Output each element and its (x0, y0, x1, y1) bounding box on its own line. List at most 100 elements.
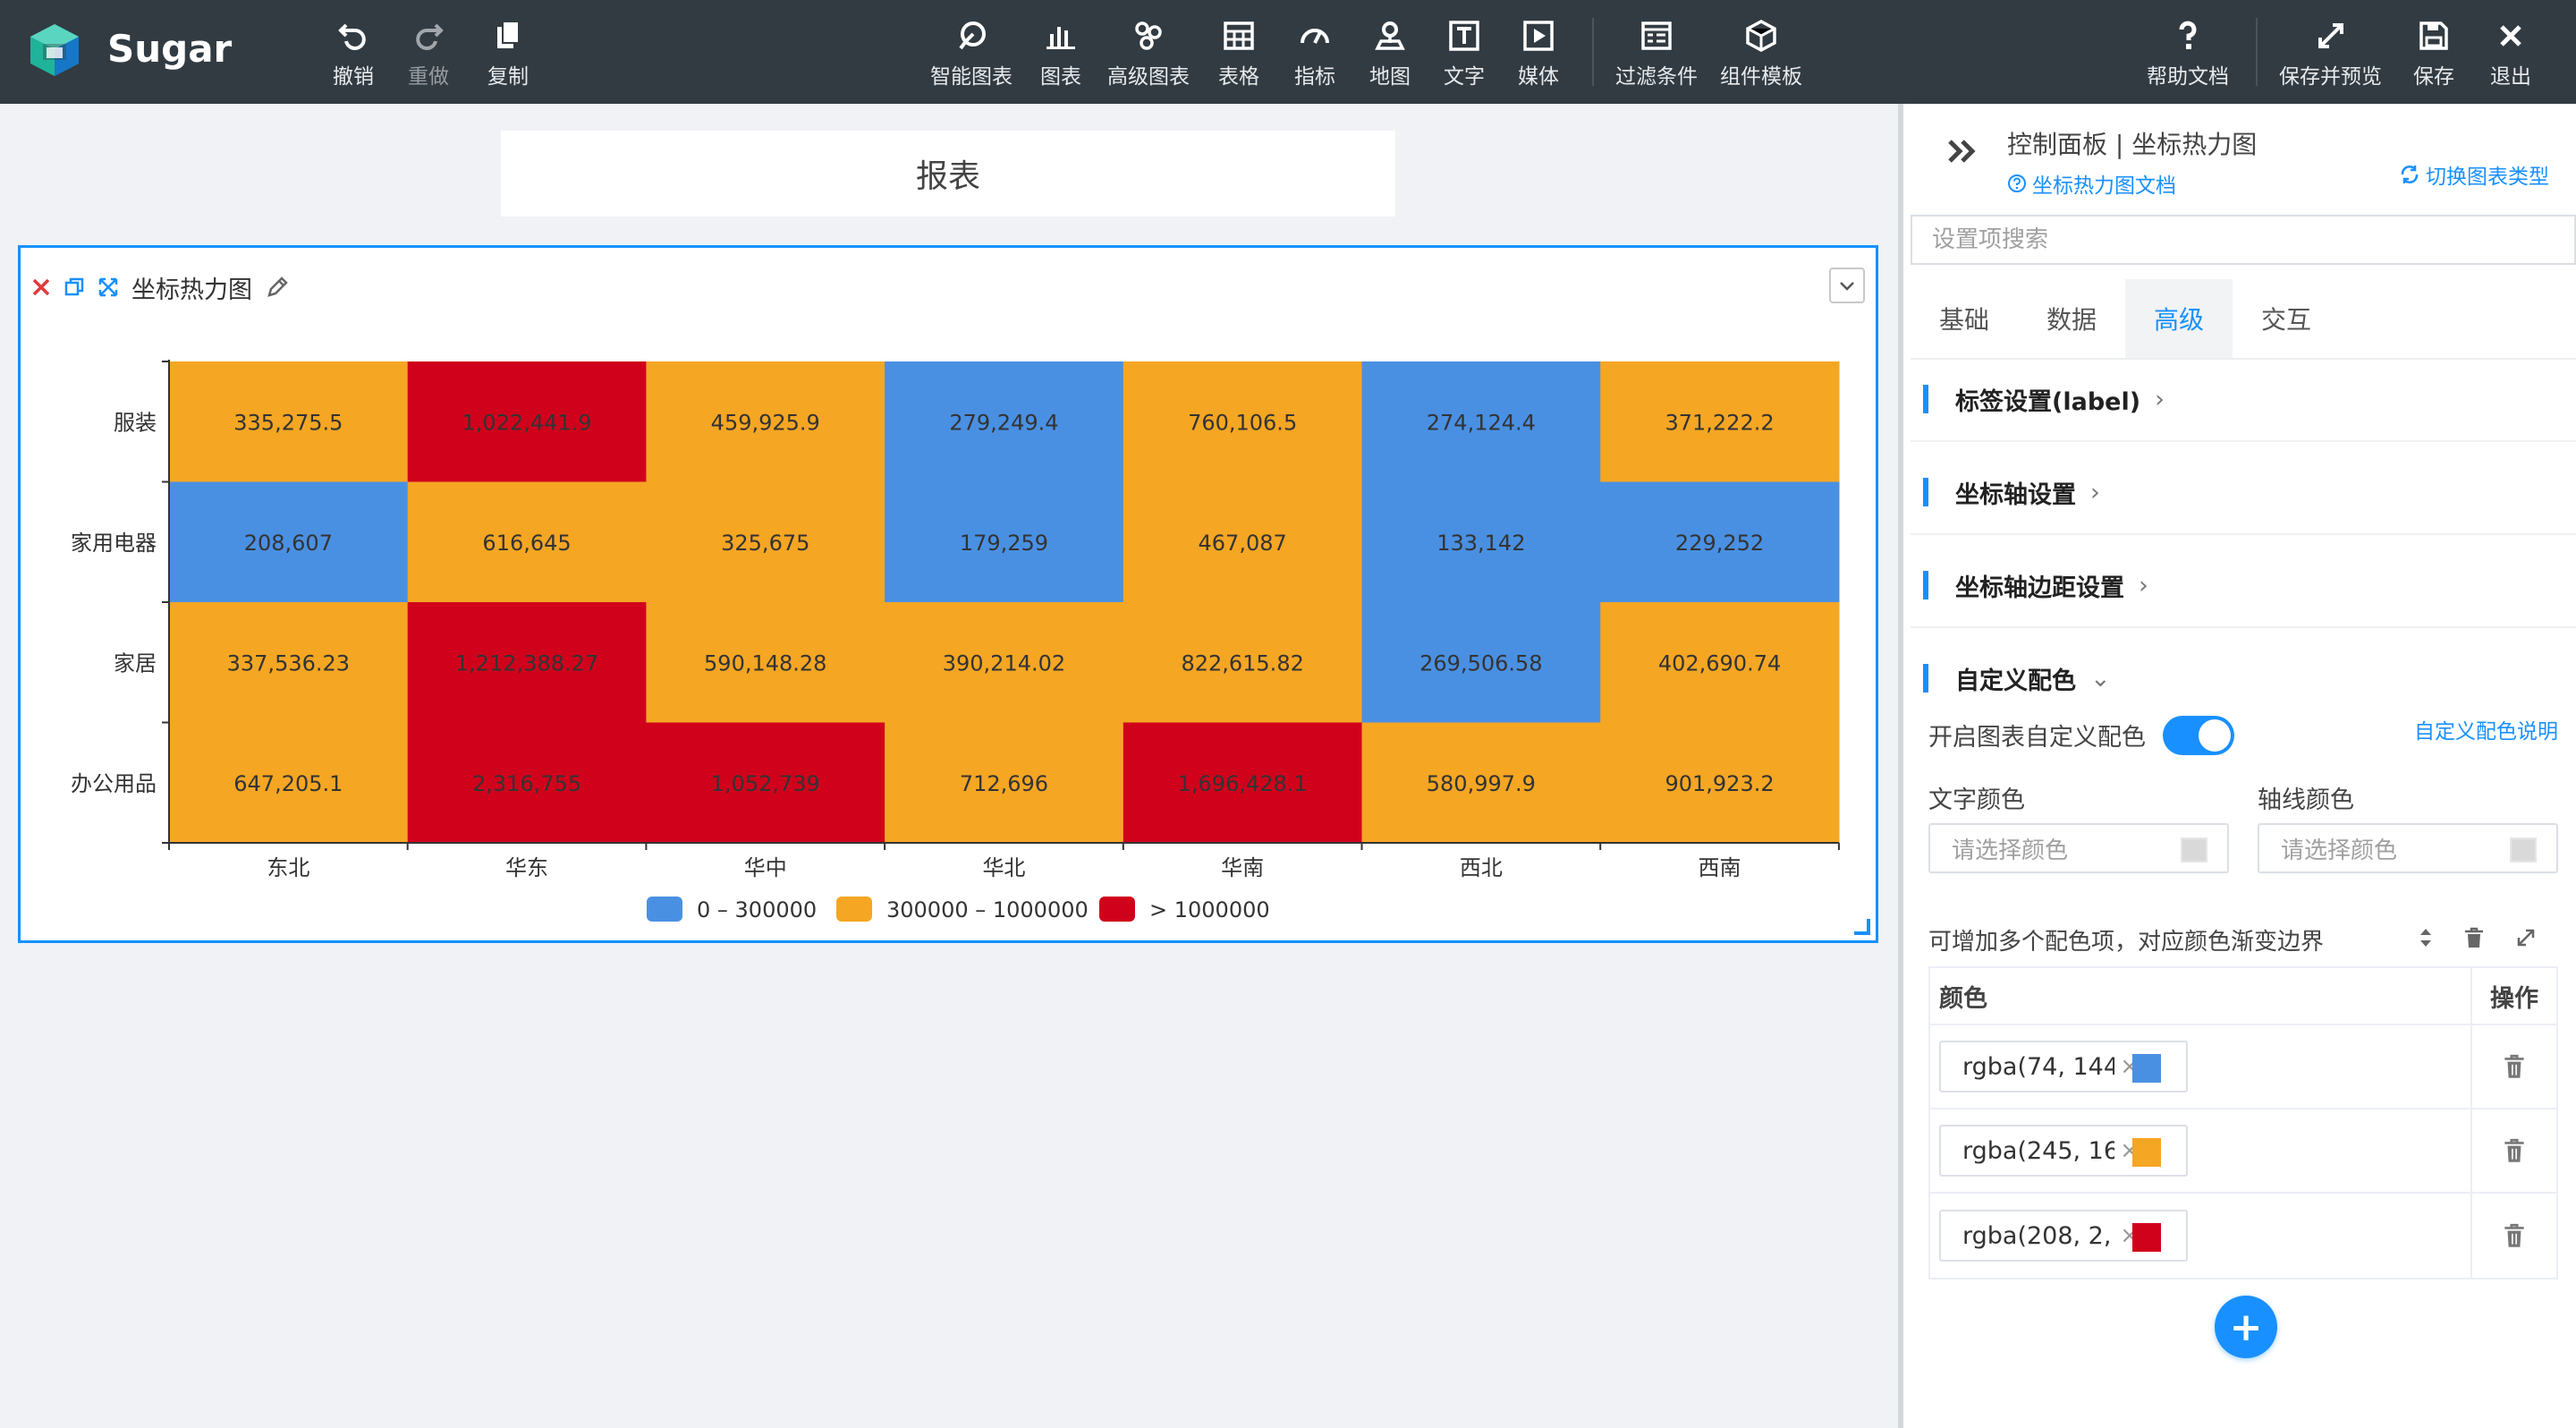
color-swatch[interactable] (2132, 1138, 2161, 1167)
tab-interaction[interactable]: 交互 (2260, 305, 2311, 335)
filter-icon (1637, 16, 1676, 55)
sugar-logo-icon (30, 24, 79, 76)
y-axis-tick-label: 家用电器 (71, 531, 157, 556)
section-divider (1911, 440, 2576, 442)
trash-icon[interactable] (2501, 1221, 2528, 1250)
text-button[interactable]: 文字 (1444, 16, 1485, 97)
switch-chart-type-link[interactable]: 切换图表类型 (2399, 159, 2549, 190)
duplicate-icon[interactable] (64, 276, 85, 298)
custom-color-toggle[interactable] (2163, 716, 2234, 755)
media-button[interactable]: 媒体 (1518, 16, 1559, 97)
media-play-icon (1519, 16, 1558, 55)
section-marker (1923, 478, 1928, 506)
color-swatch (2510, 837, 2537, 863)
table-header: 颜色 操作 (1930, 968, 2556, 1025)
section-divider (1911, 626, 2576, 628)
copy-label: 复制 (487, 65, 529, 89)
heatmap-cell (1361, 602, 1601, 724)
smart-chart-icon (952, 16, 991, 55)
color-value-input[interactable]: rgba(74, 144, 226, 1)× (1939, 1041, 2188, 1092)
settings-search-input[interactable] (1911, 215, 2576, 265)
cell-value-label: 179,259 (960, 531, 1048, 556)
y-axis-tick-label: 家居 (114, 650, 157, 676)
save-preview-button[interactable]: 保存并预览 (2279, 16, 2382, 97)
cell-value-label: 712,696 (960, 771, 1048, 796)
cell-value-label: 402,690.74 (1658, 650, 1781, 676)
section-axis-margin-settings[interactable]: 坐标轴边距设置 › (1923, 567, 2576, 603)
tab-data[interactable]: 数据 (2046, 305, 2097, 335)
bar-chart-icon (1041, 16, 1080, 55)
column-action-header: 操作 (2490, 984, 2538, 1013)
trash-icon[interactable] (2501, 1136, 2528, 1165)
undo-button[interactable]: 撤销 (333, 16, 374, 97)
map-button[interactable]: 地图 (1369, 16, 1411, 97)
chart-doc-link[interactable]: 坐标热力图文档 (2007, 168, 2176, 199)
trash-icon[interactable] (2501, 1052, 2528, 1081)
cell-value-label: 337,536.23 (227, 650, 350, 676)
control-panel: 控制面板 | 坐标热力图 坐标热力图文档 切换图表类型 基础 数据 高级 交互 … (1898, 104, 2576, 1428)
collapse-panel-icon[interactable] (1945, 136, 1980, 166)
heatmap-cell (1123, 361, 1363, 483)
component-template-button[interactable]: 组件模板 (1720, 16, 1802, 97)
legend-swatch (1099, 897, 1135, 922)
toolbar-divider (1592, 18, 1594, 86)
tab-advanced[interactable]: 高级 (2125, 279, 2233, 358)
table-label: 表格 (1218, 65, 1259, 89)
cell-value-label: 208,607 (244, 531, 333, 556)
sort-icon[interactable] (2417, 925, 2435, 950)
cell-value-label: 1,052,739 (711, 771, 820, 796)
redo-icon (409, 16, 448, 55)
custom-color-help-link[interactable]: 自定义配色说明 (2414, 720, 2558, 744)
section-label-settings[interactable]: 标签设置(label) › (1923, 381, 2576, 417)
enable-custom-color-label: 开启图表自定义配色 (1928, 724, 2146, 752)
color-value-text: rgba(245, 166, 35, 1) (1962, 1136, 2114, 1165)
color-swatch[interactable] (2132, 1054, 2161, 1083)
expand-icon[interactable] (2513, 925, 2538, 950)
save-button[interactable]: 保存 (2413, 16, 2454, 97)
exit-label: 退出 (2490, 65, 2531, 89)
app-brand: Sugar (107, 27, 233, 71)
table-button[interactable]: 表格 (1218, 16, 1259, 97)
section-marker (1923, 664, 1928, 693)
text-color-placeholder: 请选择颜色 (1952, 837, 2069, 864)
cell-value-label: 229,252 (1675, 531, 1764, 556)
legend-label: 0 – 300000 (697, 897, 817, 922)
smart-chart-button[interactable]: 智能图表 (930, 16, 1013, 97)
cell-value-label: 2,316,755 (472, 771, 581, 796)
color-value-input[interactable]: rgba(245, 166, 35, 1)× (1939, 1125, 2188, 1177)
redo-button[interactable]: 重做 (408, 16, 449, 97)
cell-value-label: 390,214.02 (943, 650, 1065, 676)
metric-button[interactable]: 指标 (1294, 16, 1335, 97)
toolbar-divider (2256, 18, 2258, 86)
edit-pencil-icon[interactable] (265, 275, 290, 300)
tab-basic[interactable]: 基础 (1938, 305, 1989, 335)
chart-button[interactable]: 图表 (1040, 16, 1081, 97)
undo-icon (334, 16, 373, 55)
axis-color-picker[interactable]: 请选择颜色 (2258, 823, 2558, 873)
fullscreen-icon[interactable] (97, 276, 119, 298)
delete-icon[interactable] (31, 277, 51, 297)
report-title[interactable]: 报表 (501, 131, 1395, 217)
heatmap-cell (646, 481, 886, 603)
redo-label: 重做 (408, 65, 449, 89)
add-color-button[interactable]: + (2215, 1296, 2277, 1358)
filter-label: 过滤条件 (1615, 65, 1698, 89)
resize-handle[interactable] (1854, 919, 1870, 935)
filter-button[interactable]: 过滤条件 (1615, 16, 1698, 97)
section-marker (1923, 385, 1928, 413)
section-axis-settings[interactable]: 坐标轴设置 › (1923, 474, 2576, 510)
section-custom-color[interactable]: 自定义配色 ⌄ (1923, 660, 2576, 696)
copy-button[interactable]: 复制 (487, 16, 529, 97)
cell-value-label: 647,205.1 (233, 771, 343, 796)
widget-menu-dropdown[interactable] (1829, 268, 1865, 303)
help-doc-button[interactable]: 帮助文档 (2147, 16, 2229, 97)
heatmap-widget[interactable]: 坐标热力图 335,275.5 1,022,441.9 459,925.9 279,2… (18, 245, 1878, 943)
advanced-chart-button[interactable]: 高级图表 (1107, 16, 1190, 97)
x-axis-tick-label: 华北 (982, 855, 1025, 880)
color-swatch[interactable] (2132, 1223, 2161, 1252)
exit-button[interactable]: 退出 (2490, 16, 2531, 97)
text-color-picker[interactable]: 请选择颜色 (1928, 823, 2229, 873)
heatmap-cell (1123, 602, 1363, 724)
trash-icon[interactable] (2462, 925, 2487, 950)
color-value-input[interactable]: rgba(208, 2, 27, 1)× (1939, 1210, 2188, 1262)
